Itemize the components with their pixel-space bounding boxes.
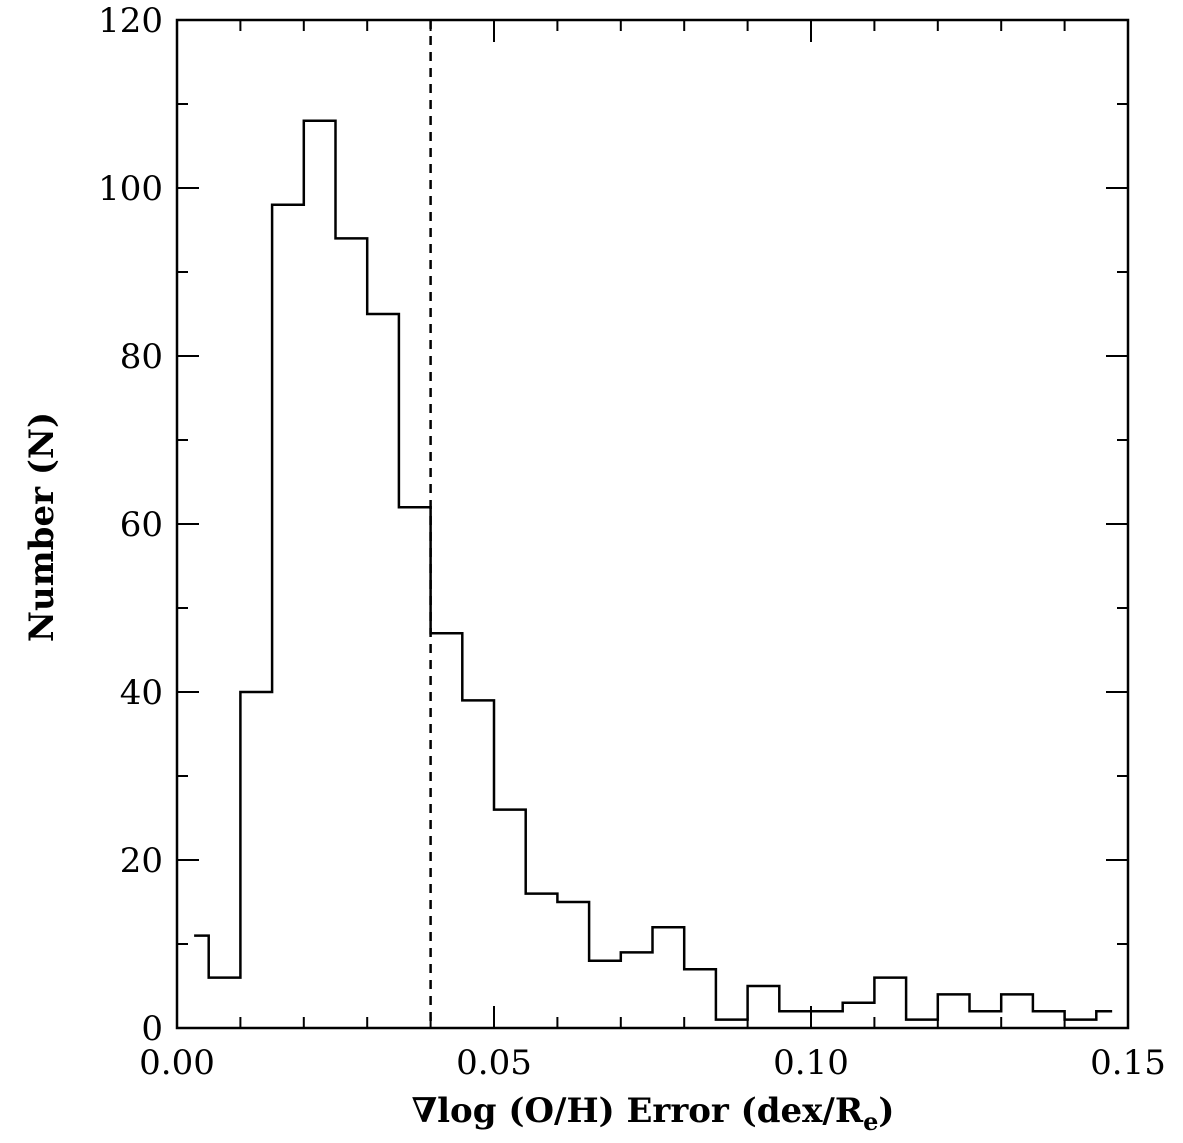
y-tick-label: 120: [98, 1, 163, 41]
histogram-bar: [367, 314, 399, 1028]
histogram-bar: [653, 927, 685, 1028]
histogram-bar: [399, 507, 431, 1028]
tick-labels: 0.00 0.05 0.10 0.15 0 20 40 60 80 100 120: [98, 1, 1166, 1083]
histogram-bar: [938, 994, 970, 1028]
histogram-bar: [431, 633, 463, 1028]
histogram-bar: [621, 952, 653, 1028]
histogram-bar: [1001, 994, 1033, 1028]
histogram-bar: [304, 121, 336, 1028]
histogram-bar: [240, 692, 272, 1028]
histogram-bar: [194, 936, 209, 1028]
histogram-bar: [874, 978, 906, 1028]
histogram-step-outline: [194, 119, 1113, 1021]
x-tick-label: 0.10: [773, 1043, 849, 1083]
histogram-bar: [1065, 1020, 1097, 1028]
histogram-bar: [209, 978, 241, 1028]
x-tick-label: 0.05: [456, 1043, 532, 1083]
y-tick-label: 0: [141, 1009, 163, 1049]
histogram-bar: [557, 902, 589, 1028]
histogram-bar: [748, 986, 780, 1028]
histogram-bar: [494, 810, 526, 1028]
histogram-bar: [272, 205, 304, 1028]
x-axis-title: ∇log (O/H) Error (dex/Re): [412, 1091, 895, 1136]
histogram-bar: [716, 1020, 748, 1028]
histogram-bar: [589, 961, 621, 1028]
y-axis-title: Number (N): [22, 412, 62, 642]
histogram-bar: [970, 1011, 1002, 1028]
x-tick-label: 0.00: [139, 1043, 215, 1083]
histogram-bar: [462, 700, 494, 1028]
y-tick-label: 60: [120, 505, 163, 545]
x-tick-label: 0.15: [1090, 1043, 1166, 1083]
y-tick-label: 80: [120, 337, 163, 377]
histogram-bar: [779, 1011, 811, 1028]
histogram-bar: [336, 238, 368, 1028]
y-tick-label: 40: [120, 673, 163, 713]
histogram-bar: [526, 894, 558, 1028]
histogram-bar: [811, 1011, 843, 1028]
histogram-bar: [906, 1020, 938, 1028]
plot-frame: [175, 18, 1130, 1030]
y-tick-label: 20: [120, 841, 163, 881]
histogram-bar: [1096, 1011, 1112, 1028]
y-tick-label: 100: [98, 169, 163, 209]
histogram-bar: [684, 969, 716, 1028]
histogram-bar: [1033, 1011, 1065, 1028]
histogram-bar: [843, 1003, 875, 1028]
histogram-bars: [194, 121, 1112, 1028]
